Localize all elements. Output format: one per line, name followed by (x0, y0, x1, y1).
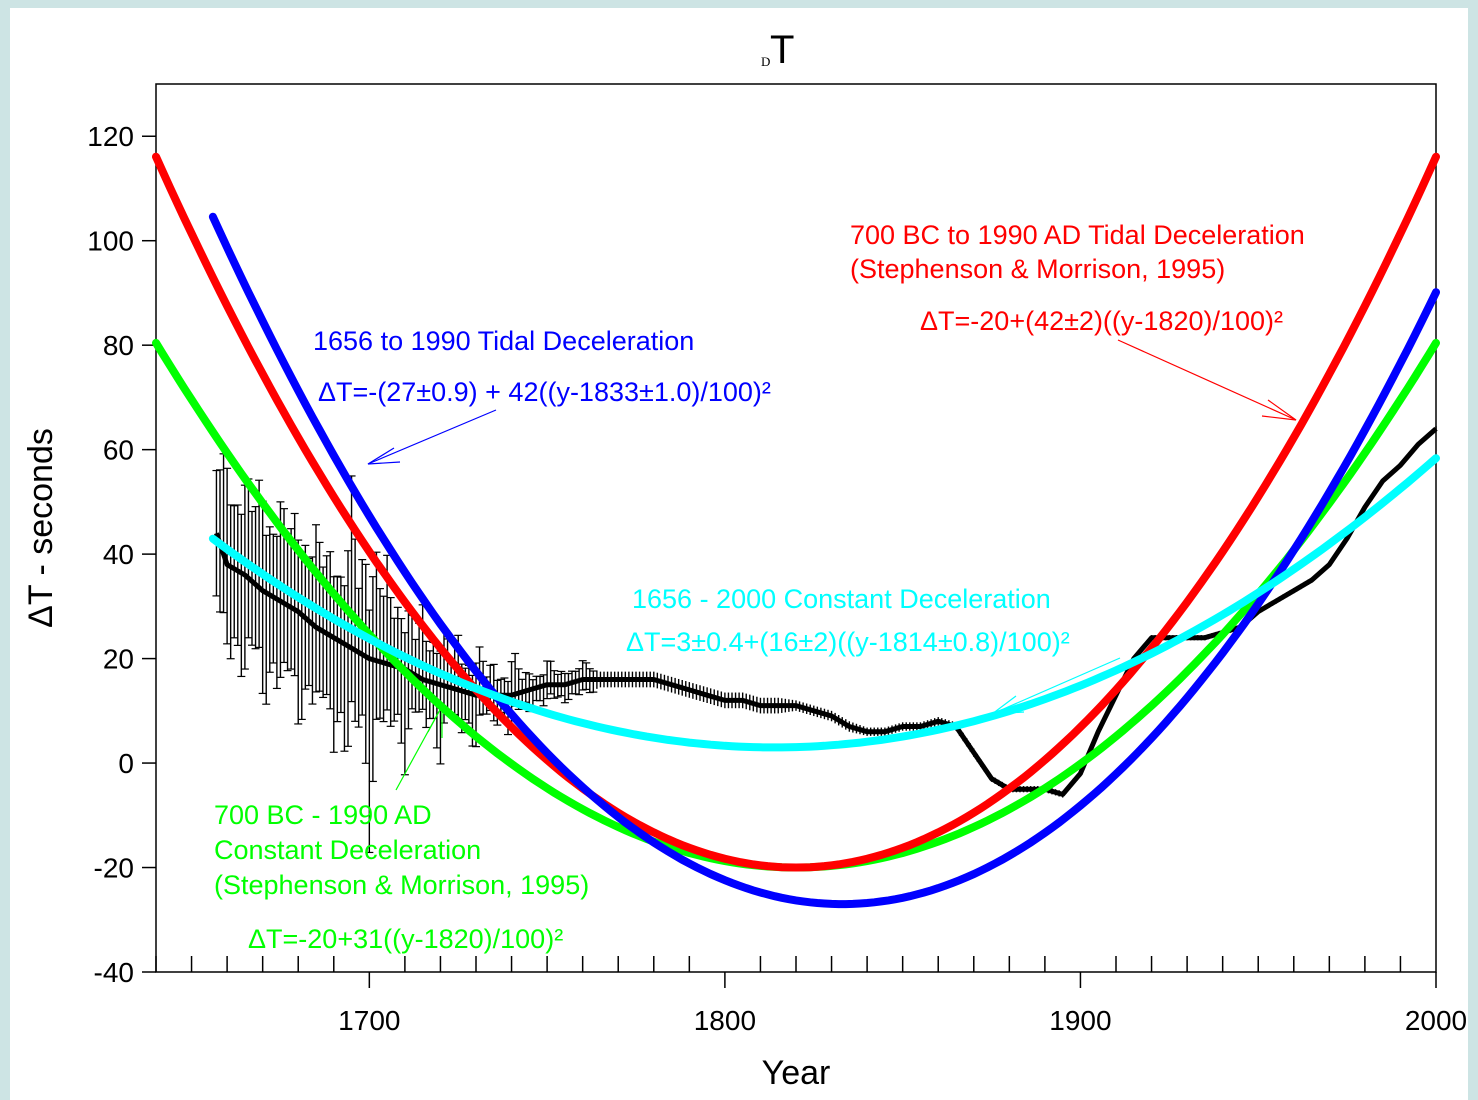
y-tick-label: 120 (87, 121, 134, 152)
y-tick-label: 20 (103, 644, 134, 675)
green-label-line-3: (Stephenson & Morrison, 1995) (214, 870, 589, 900)
green-equation: ΔT=-20+31((y-1820)/100)² (248, 924, 563, 954)
blue-pointer-head (367, 447, 401, 465)
fit-curve-3 (208, 454, 1440, 752)
red-pointer-head (1261, 399, 1297, 421)
y-axis-title: ΔT - seconds (22, 428, 60, 628)
x-tick-label: 1800 (694, 1005, 756, 1036)
red-pointer-line (1117, 339, 1297, 421)
x-tick-label: 2000 (1405, 1005, 1467, 1036)
y-tick-label: -40 (94, 957, 134, 988)
x-tick-label: 1900 (1049, 1005, 1111, 1036)
title-subscript: D (761, 54, 770, 69)
green-label-line-2: Constant Deceleration (214, 835, 481, 865)
fit-curve-0 (152, 152, 1440, 872)
title-text: T (770, 28, 794, 72)
chart-frame: D T -40 -20 0 20 40 60 80 100 120 1700 1800 1900 20… (10, 8, 1468, 1100)
y-tick-label: -20 (94, 853, 134, 884)
green-pointer-head (427, 705, 443, 738)
y-axis: -40 -20 0 20 40 60 80 100 120 (87, 121, 156, 988)
fit-curves (152, 152, 1440, 909)
blue-pointer-line (367, 409, 497, 465)
x-axis: 1700 1800 1900 2000 (155, 956, 1467, 1036)
y-tick-label: 100 (87, 226, 134, 257)
annotations: 700 BC to 1990 AD Tidal Deceleration (St… (214, 220, 1305, 954)
blue-label-line-1: 1656 to 1990 Tidal Deceleration (313, 326, 694, 356)
blue-equation: ΔT=-(27±0.9) + 42((y-1833±1.0)/100)² (318, 377, 771, 407)
chart-title: D T (761, 28, 794, 72)
y-tick-label: 60 (103, 435, 134, 466)
cyan-equation: ΔT=3±0.4+(16±2)((y-1814±0.8)/100)² (626, 627, 1070, 657)
y-tick-label: 0 (118, 748, 134, 779)
delta-t-chart: D T -40 -20 0 20 40 60 80 100 120 1700 1800 1900 20… (22, 28, 1467, 1092)
red-label-line-2: (Stephenson & Morrison, 1995) (850, 254, 1225, 284)
green-label-line-1: 700 BC - 1990 AD (214, 800, 432, 830)
cyan-label-line-1: 1656 - 2000 Constant Deceleration (632, 584, 1051, 614)
cyan-pointer-head (990, 695, 1025, 715)
red-label-line-1: 700 BC to 1990 AD Tidal Deceleration (850, 220, 1305, 250)
y-tick-label: 80 (103, 330, 134, 361)
cyan-pointer-line (991, 657, 1121, 715)
x-axis-title: Year (762, 1054, 831, 1092)
red-equation: ΔT=-20+(42±2)((y-1820)/100)² (920, 306, 1283, 336)
fit-curve-1 (208, 212, 1440, 909)
y-tick-label: 40 (103, 539, 134, 570)
x-tick-label: 1700 (338, 1005, 400, 1036)
